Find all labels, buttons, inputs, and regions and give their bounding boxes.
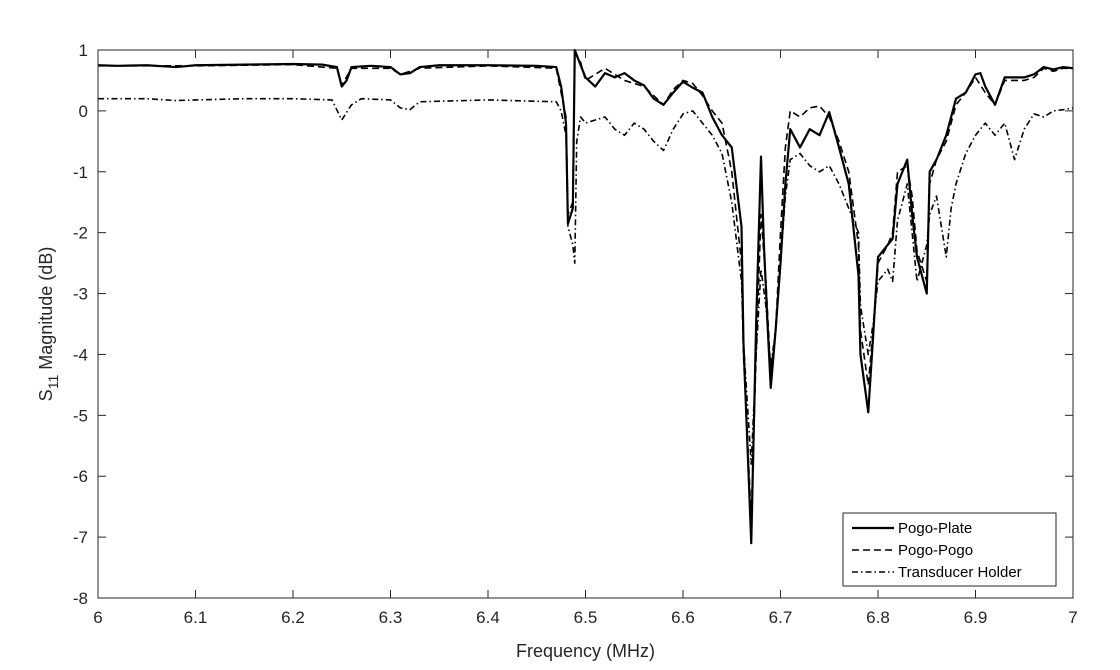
legend-label-pogo-plate: Pogo-Plate [898, 520, 972, 537]
x-axis-title: Frequency (MHz) [516, 641, 655, 661]
x-tick-label: 6.3 [379, 608, 403, 627]
y-tick-label: -7 [73, 528, 88, 547]
series-line-pogo-pogo [98, 52, 1073, 520]
legend-label-transducer-holder: Transducer Holder [898, 564, 1022, 581]
x-tick-label: 6.7 [769, 608, 793, 627]
legend-label-pogo-pogo: Pogo-Pogo [898, 542, 973, 559]
plot-lines [97, 48, 1074, 545]
legend: Pogo-Plate Pogo-Pogo Transducer Holder [842, 512, 1057, 587]
x-tick-label: 6.2 [281, 608, 305, 627]
series-line-transducer-holder [98, 97, 1074, 465]
y-tick-label: -8 [73, 589, 88, 608]
y-tick-label: -4 [73, 345, 88, 364]
y-tick-label: -1 [73, 163, 88, 182]
y-axis-title: S11 Magnitude (dB) [36, 247, 61, 402]
x-tick-label: 6.1 [184, 608, 208, 627]
y-axis-title-subscript: 11 [45, 375, 61, 390]
y-tick-label: -6 [73, 467, 88, 486]
x-tick-label: 6.5 [574, 608, 598, 627]
y-axis-title-prefix: S [36, 389, 56, 401]
y-axis: 1 0 -1 -2 -3 -4 -5 -6 -7 -8 [73, 41, 1073, 608]
x-tick-label: 6.4 [476, 608, 500, 627]
y-tick-label: -5 [73, 406, 88, 425]
y-tick-label: 1 [79, 41, 88, 60]
plot-area [98, 50, 1073, 598]
x-tick-label: 6.9 [964, 608, 988, 627]
x-tick-label: 7 [1068, 608, 1077, 627]
y-tick-label: -2 [73, 224, 88, 243]
x-tick-label: 6.6 [671, 608, 695, 627]
x-tick-label: 6.8 [866, 608, 890, 627]
y-tick-label: -3 [73, 285, 88, 304]
x-axis: 6 6.1 6.2 6.3 6.4 6.5 6.6 6.7 6.8 6.9 7 [93, 50, 1078, 627]
series-line-pogo-plate [97, 48, 1074, 545]
y-tick-label: 0 [79, 102, 88, 121]
x-tick-label: 6 [93, 608, 102, 627]
y-axis-title-suffix: Magnitude (dB) [36, 247, 56, 375]
